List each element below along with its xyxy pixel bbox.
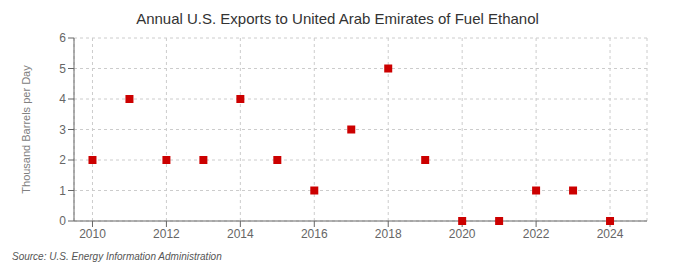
svg-text:2024: 2024 [597, 227, 624, 241]
svg-text:2020: 2020 [449, 227, 476, 241]
svg-text:Thousand Barrels per Day: Thousand Barrels per Day [20, 65, 32, 194]
html-text:Annual U.S. Exports to United: Annual U.S. Exports to United Arab Emira… [136, 10, 539, 27]
svg-text:4: 4 [59, 92, 66, 106]
svg-text:5: 5 [59, 62, 66, 76]
svg-text:0: 0 [59, 214, 66, 228]
svg-text:1: 1 [59, 184, 66, 198]
svg-text:2010: 2010 [79, 227, 106, 241]
svg-text:2: 2 [59, 153, 66, 167]
svg-text:2016: 2016 [301, 227, 328, 241]
svg-text:3: 3 [59, 123, 66, 137]
svg-text:2012: 2012 [153, 227, 180, 241]
svg-text:2014: 2014 [227, 227, 254, 241]
svg-text:2022: 2022 [523, 227, 550, 241]
svg-text:6: 6 [59, 31, 66, 45]
svg-text:2018: 2018 [375, 227, 402, 241]
html-text:Source: U.S. Energy Informatio: Source: U.S. Energy Information Administ… [12, 251, 222, 262]
